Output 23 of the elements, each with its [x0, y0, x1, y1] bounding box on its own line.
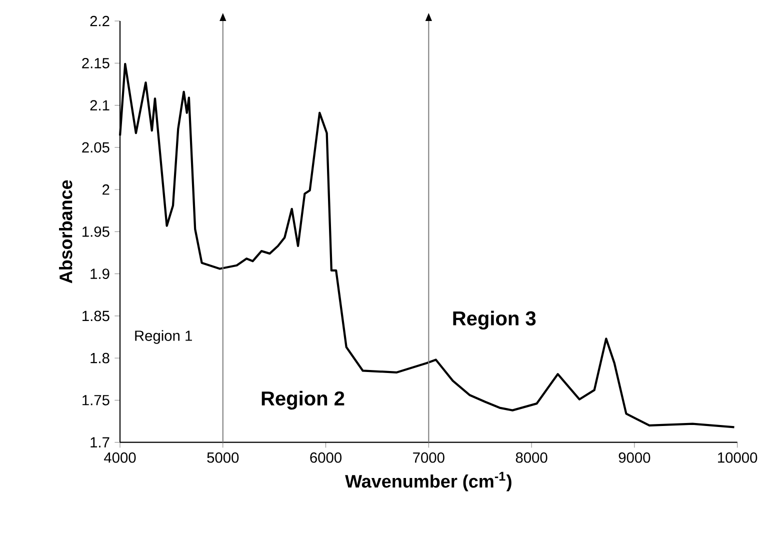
y-tick-label: 2	[102, 184, 110, 195]
y-tick-label: 2.05	[82, 142, 110, 153]
annotation: Region 2	[262, 390, 344, 410]
x-tick-label: 6000	[310, 452, 342, 463]
x-tick-label: 7000	[413, 452, 444, 463]
x-tick-label: 5000	[207, 452, 239, 463]
annotation: Region 1	[135, 330, 192, 344]
y-tick-label: 1.7	[90, 437, 110, 448]
y-tick-label: 1.95	[82, 226, 110, 237]
x-tick-label: 9000	[618, 452, 650, 463]
x-tick-label: 4000	[104, 452, 136, 463]
y-tick-label: 1.9	[90, 268, 110, 279]
y-tick-label: 2.15	[82, 58, 110, 68]
y-tick-label: 1.8	[90, 352, 110, 364]
y-tick-label: 2.1	[90, 100, 110, 110]
x-tick-label: 8000	[516, 452, 548, 463]
y-tick-label: 2.2	[90, 16, 110, 26]
x-axis-title: Wavenumber (cm$^{-1}$)	[345, 472, 512, 492]
y-tick-label: 1.75	[82, 395, 110, 406]
annotation: Region 3	[453, 310, 536, 330]
y-tick-label: 1.85	[82, 310, 110, 322]
x-tick-label: 10000	[718, 452, 758, 463]
y-axis-title: Absorbance	[59, 180, 72, 284]
